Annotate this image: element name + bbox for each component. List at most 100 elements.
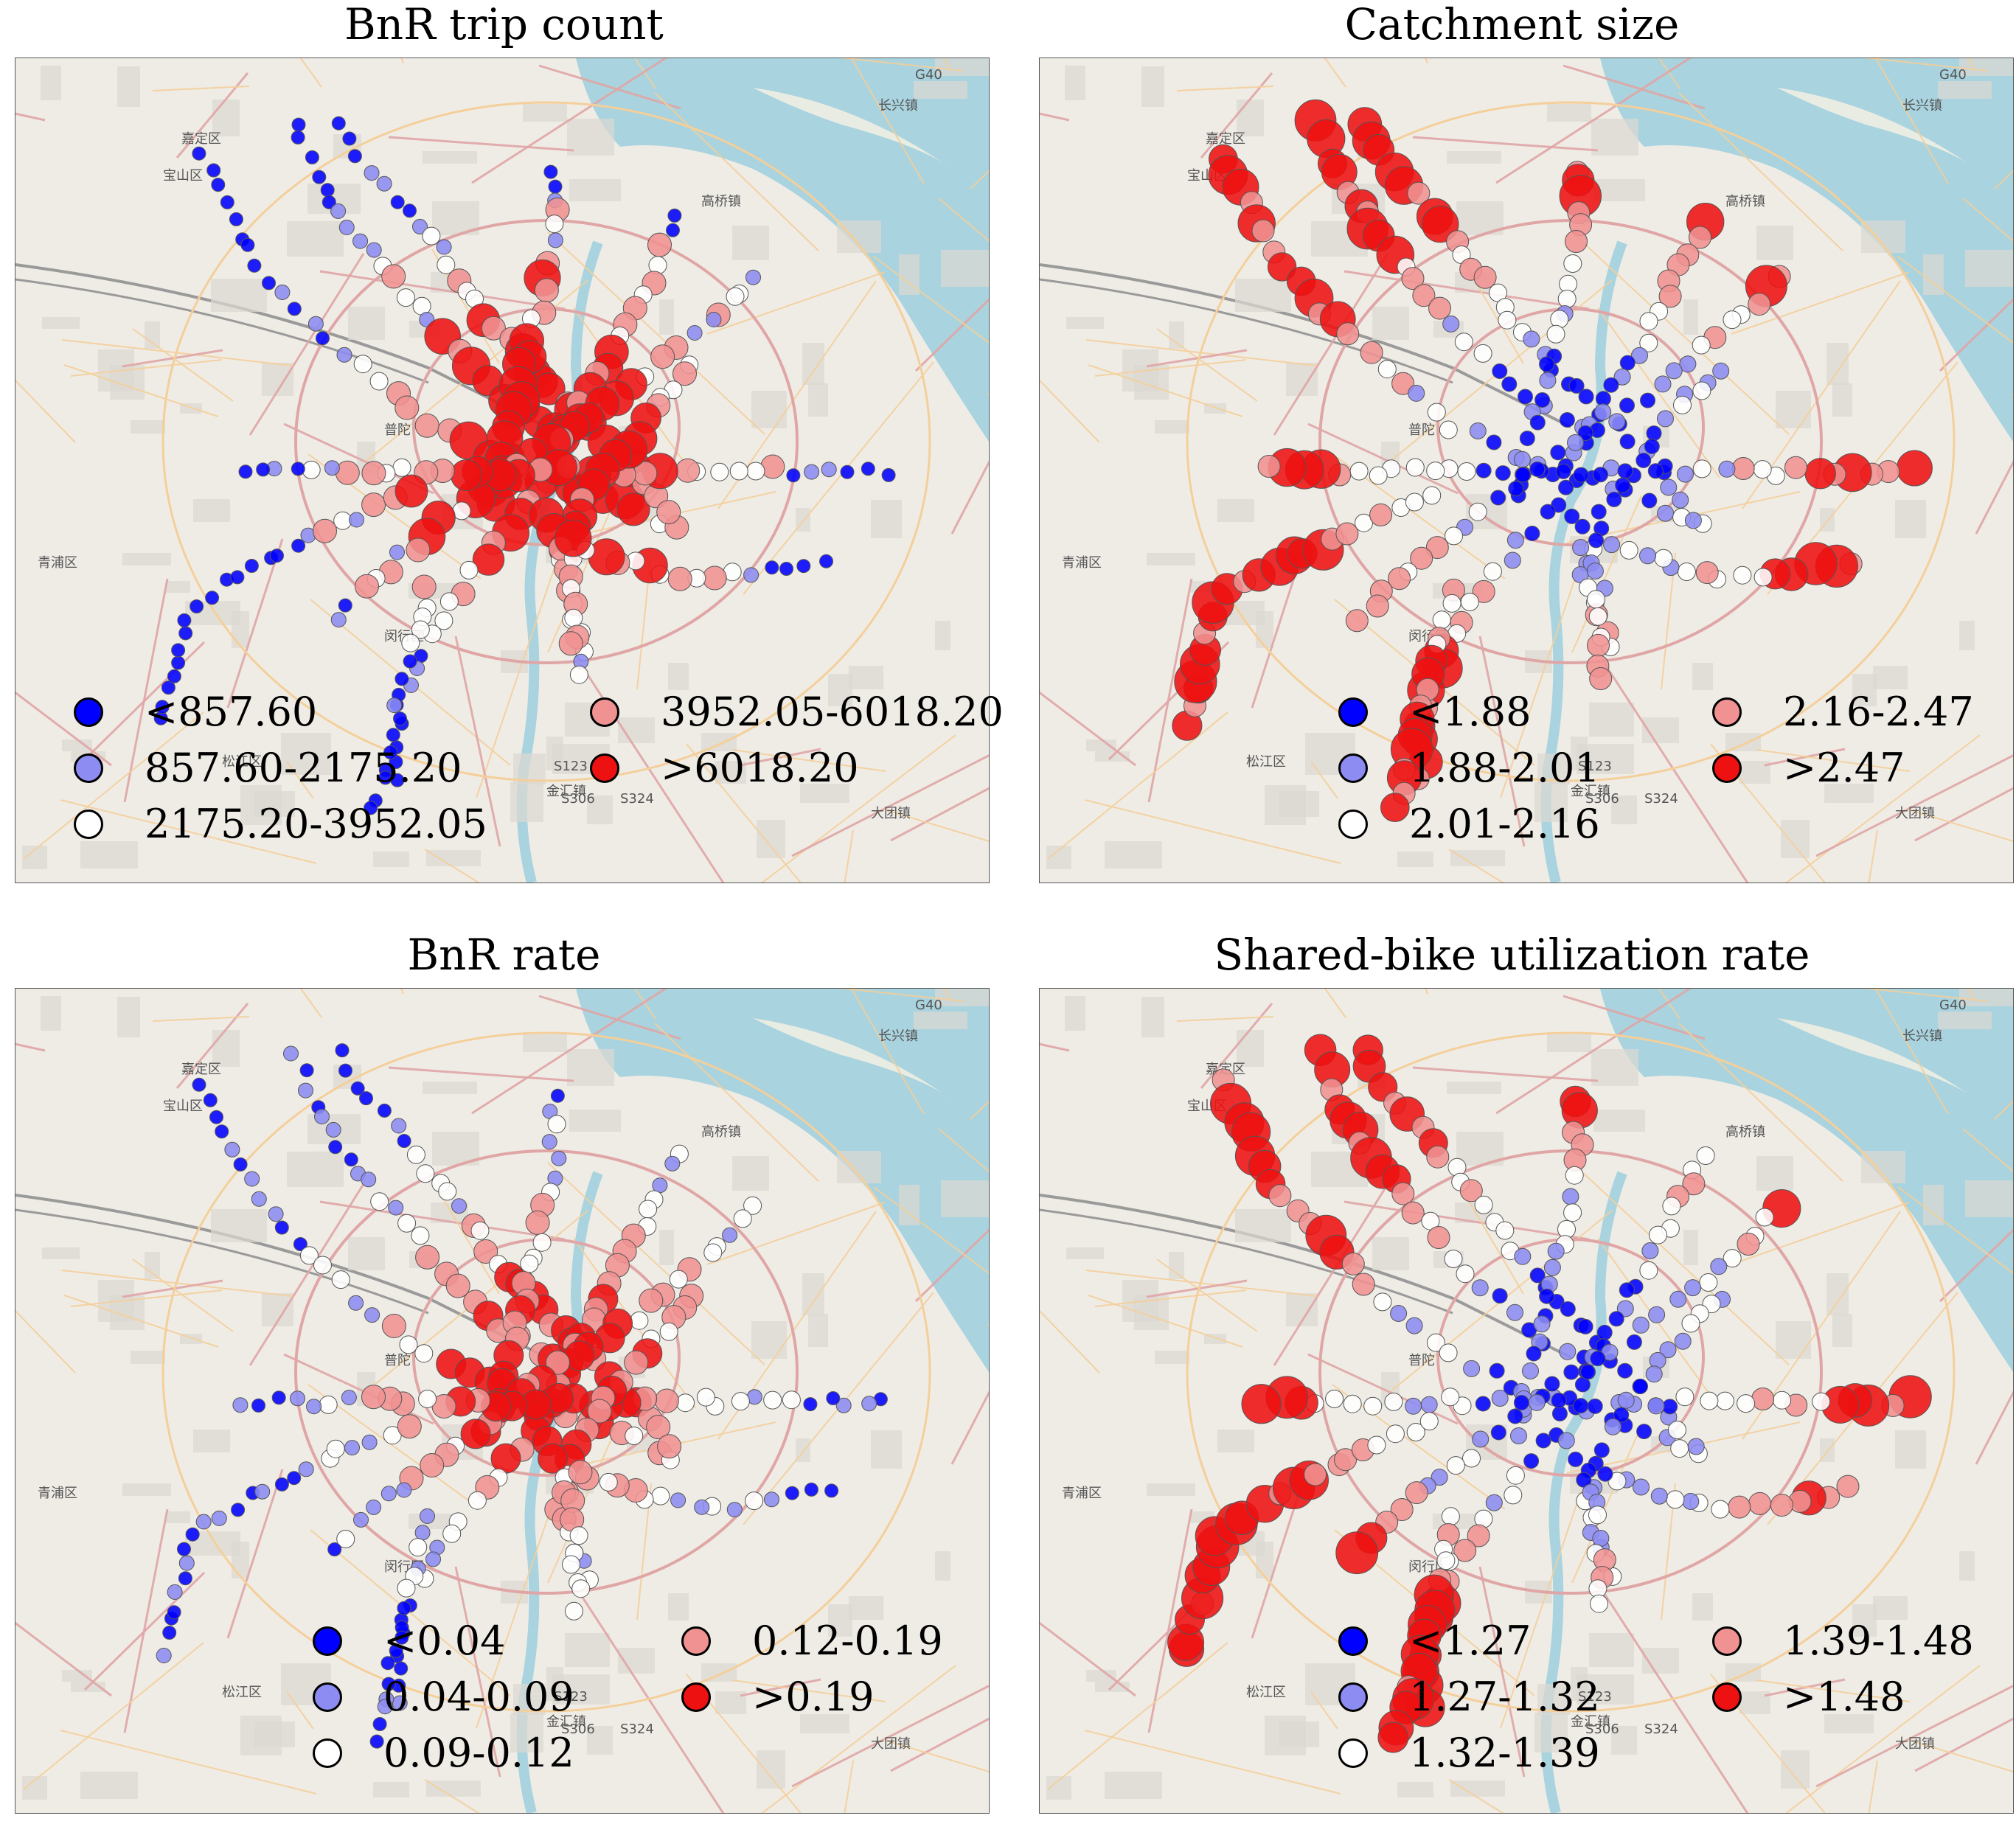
map-frame[interactable]: 宝山区嘉定区普陀青浦区闵行区松江区金汇镇大团镇高桥镇长兴镇G40S123S306… (1039, 988, 2014, 1814)
station-marker (331, 116, 346, 130)
station-marker (672, 361, 697, 386)
station-marker (291, 462, 305, 476)
map-frame[interactable]: 宝山区嘉定区普陀青浦区闵行区松江区金汇镇大团镇高桥镇长兴镇G40S123S306… (15, 58, 990, 883)
legend-marker (313, 1738, 342, 1768)
station-marker (341, 1390, 357, 1405)
station-marker (377, 1699, 393, 1715)
station-marker (1401, 1201, 1425, 1225)
legend-marker (1712, 697, 1742, 727)
station-marker (1377, 1722, 1409, 1753)
station-marker (551, 1150, 567, 1166)
station-marker (1672, 491, 1689, 509)
station-marker (403, 203, 417, 218)
station-marker (731, 1392, 750, 1411)
station-marker (1572, 539, 1590, 557)
station-marker (1619, 355, 1636, 371)
station-marker (233, 1157, 248, 1172)
station-marker (1405, 1481, 1428, 1505)
station-marker (364, 165, 380, 181)
station-marker (1619, 540, 1638, 560)
station-marker (1669, 1290, 1687, 1308)
station-marker (327, 1542, 342, 1556)
legend-item-1: <1.27 (1338, 1613, 1531, 1669)
station-marker (1563, 254, 1582, 273)
station-marker (1617, 1362, 1633, 1379)
station-marker (1506, 1466, 1525, 1485)
station-marker (1405, 492, 1424, 512)
station-marker (336, 347, 352, 363)
legend-marker (74, 810, 103, 839)
station-marker (1427, 1226, 1450, 1249)
station-marker (1425, 536, 1449, 560)
station-marker (1681, 1314, 1700, 1333)
station-marker (420, 1508, 435, 1524)
station-marker (1650, 1487, 1668, 1505)
station-marker (1501, 376, 1518, 392)
station-marker (1426, 1333, 1445, 1352)
station-marker (1645, 1365, 1663, 1383)
station-marker (1472, 579, 1495, 603)
station-marker (1441, 1388, 1460, 1407)
station-marker (1684, 512, 1702, 529)
station-markers (1167, 1034, 1932, 1753)
station-marker (394, 1630, 409, 1645)
station-marker (743, 1196, 762, 1215)
station-marker (1380, 793, 1410, 823)
legend-marker (590, 753, 619, 783)
station-marker (353, 355, 372, 374)
station-marker (1723, 310, 1742, 330)
station-marker (177, 613, 192, 627)
station-marker (403, 654, 417, 669)
legend-label: >2.47 (1783, 745, 1905, 791)
station-marker (1377, 360, 1397, 379)
station-marker (414, 1344, 434, 1363)
station-marker (1453, 1539, 1477, 1562)
station-marker (1660, 478, 1678, 496)
station-marker (547, 232, 563, 248)
station-marker (1692, 459, 1711, 478)
station-marker (1439, 1343, 1458, 1362)
station-marker (409, 1538, 428, 1557)
station-marker (624, 1350, 649, 1375)
station-marker (599, 1472, 618, 1491)
station-marker (299, 1246, 319, 1265)
station-marker (192, 146, 206, 161)
station-marker (1692, 381, 1711, 400)
station-marker (1490, 490, 1506, 506)
station-marker (1410, 546, 1433, 570)
station-marker (1675, 1388, 1695, 1407)
station-marker (467, 1491, 487, 1510)
legend-marker (74, 753, 103, 783)
station-marker (1492, 1288, 1508, 1304)
station-marker (1241, 1384, 1282, 1424)
station-marker (1632, 1316, 1650, 1334)
station-marker (445, 1273, 470, 1298)
station-marker (706, 312, 722, 327)
station-marker (1755, 1208, 1774, 1227)
station-marker (696, 1388, 715, 1407)
station-marker (861, 462, 875, 476)
station-marker (1406, 1423, 1425, 1441)
station-marker (287, 1471, 302, 1486)
station-marker (386, 728, 400, 742)
station-marker (1373, 1292, 1392, 1312)
station-marker (1366, 594, 1389, 618)
panel-catchment-size: Catchment size 宝山区嘉定区普陀青浦区闵行区松江区金汇镇大团镇高桥… (1008, 0, 2016, 899)
station-marker (1544, 1376, 1560, 1392)
station-marker (1718, 460, 1736, 478)
station-marker (238, 464, 253, 479)
station-marker (1444, 1250, 1463, 1268)
station-marker (1363, 1396, 1383, 1416)
station-marker (1692, 335, 1711, 355)
station-marker (1563, 1364, 1579, 1380)
station-marker (726, 1502, 743, 1518)
map-frame[interactable]: 宝山区嘉定区普陀青浦区闵行区松江区金汇镇大团镇高桥镇长兴镇G40S123S306… (1039, 58, 2014, 883)
station-marker (1712, 362, 1730, 380)
station-marker (824, 1483, 839, 1498)
station-marker (224, 1141, 240, 1158)
station-marker (538, 1443, 569, 1474)
legend-item-4: 1.39-1.48 (1712, 1613, 1974, 1669)
legend-item-5: >2.47 (1712, 740, 1905, 796)
station-marker (1593, 467, 1608, 483)
